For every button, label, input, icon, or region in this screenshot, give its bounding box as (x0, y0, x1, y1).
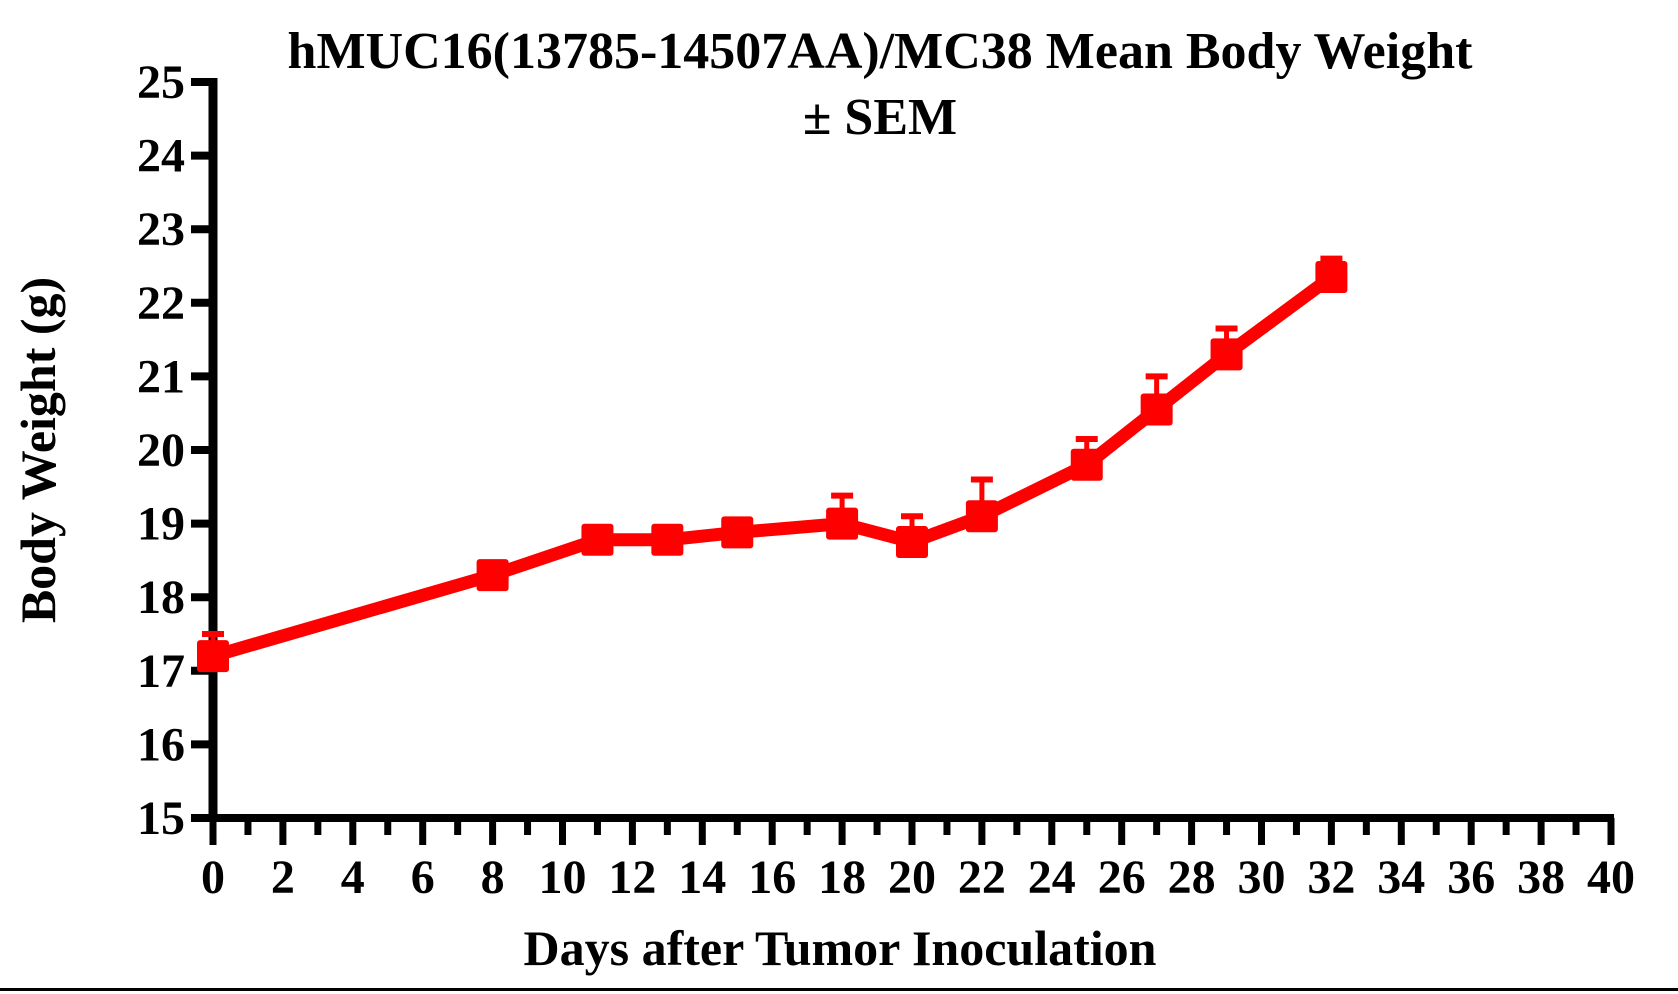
x-axis-title: Days after Tumor Inoculation (524, 920, 1157, 976)
y-tick-label: 21 (137, 350, 185, 403)
y-tick-label: 20 (137, 424, 185, 477)
data-point-marker (651, 523, 684, 556)
series-line (211, 271, 1336, 663)
data-point-marker (965, 500, 998, 533)
x-tick-label: 10 (539, 851, 587, 904)
data-point-marker (581, 523, 614, 556)
x-tick-label: 8 (481, 851, 505, 904)
x-tick-label: 38 (1517, 851, 1565, 904)
y-axis-title: Body Weight (g) (10, 277, 66, 623)
series-layer (197, 255, 1348, 673)
y-tick-label: 24 (137, 130, 185, 183)
x-tick-label: 26 (1098, 851, 1146, 904)
bottom-divider (0, 988, 1678, 991)
y-tick-label: 19 (137, 498, 185, 551)
y-tick-label: 22 (137, 277, 185, 330)
data-point-marker (721, 516, 754, 549)
x-tick-label: 30 (1238, 851, 1286, 904)
y-tick-label: 23 (137, 203, 185, 256)
x-tick-label: 14 (678, 851, 726, 904)
x-tick-label: 34 (1377, 851, 1425, 904)
data-point-marker (476, 559, 509, 592)
data-point-marker (826, 507, 859, 540)
x-tick-label: 40 (1587, 851, 1635, 904)
x-tick-label: 4 (341, 851, 365, 904)
y-tick-label: 18 (137, 571, 185, 624)
data-point-marker (1315, 261, 1348, 294)
x-tick-label: 20 (888, 851, 936, 904)
y-tick-label: 15 (137, 792, 185, 845)
chart-title-line1: hMUC16(13785-14507AA)/MC38 Mean Body Wei… (288, 23, 1474, 80)
x-tick-label: 2 (271, 851, 295, 904)
x-tick-label: 16 (748, 851, 796, 904)
chart-title-line2: ± SEM (803, 89, 957, 146)
x-tick-label: 18 (818, 851, 866, 904)
data-point-marker (197, 640, 229, 673)
x-tick-label: 24 (1028, 851, 1076, 904)
x-tick-label: 0 (201, 851, 225, 904)
data-point-marker (1140, 393, 1173, 426)
y-tick-label: 25 (137, 56, 185, 109)
data-point-marker (896, 526, 928, 558)
y-tick-label: 16 (137, 718, 185, 771)
y-tick-label: 17 (137, 645, 185, 698)
x-tick-label: 6 (411, 851, 435, 904)
x-tick-label: 22 (958, 851, 1006, 904)
data-point-marker (1070, 448, 1103, 481)
x-tick-label: 28 (1168, 851, 1216, 904)
data-point-marker (1210, 338, 1243, 371)
x-tick-label: 12 (608, 851, 656, 904)
x-tick-label: 32 (1307, 851, 1355, 904)
x-tick-label: 36 (1447, 851, 1495, 904)
